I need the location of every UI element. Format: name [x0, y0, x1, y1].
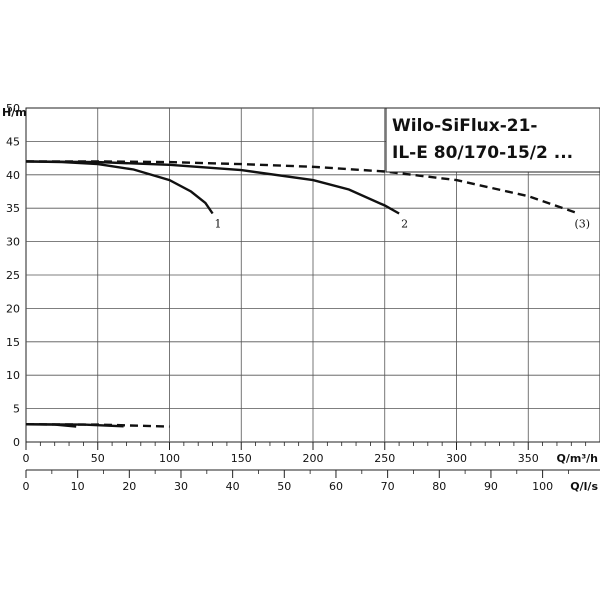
- x2-tick-label: 40: [226, 480, 240, 493]
- x-tick-label: 200: [303, 452, 324, 465]
- chart-title-line-1: Wilo-SiFlux-21-: [392, 116, 538, 136]
- y-tick-label: 50: [6, 102, 20, 115]
- title-box: [385, 107, 600, 173]
- y-tick-label: 35: [6, 202, 20, 215]
- x-tick-label: 250: [374, 452, 395, 465]
- y-tick-label: 10: [6, 369, 20, 382]
- y-tick-label: 15: [6, 336, 20, 349]
- y-tick-label: 40: [6, 169, 20, 182]
- x2-tick-label: 30: [174, 480, 188, 493]
- y-tick-label: 20: [6, 302, 20, 315]
- curve-label: 2: [401, 218, 408, 231]
- x2-tick-label: 100: [532, 480, 553, 493]
- curve-1: [25, 160, 214, 215]
- y-tick-label: 30: [6, 236, 20, 249]
- x-axis-label: Q/m³/h: [557, 452, 599, 465]
- x-tick-label: 150: [231, 452, 252, 465]
- y-tick-label: 5: [13, 403, 20, 416]
- y-tick-labels: 0 5 10 15 20 25 30 35 40 45 50: [6, 102, 20, 449]
- y-tick-label: 0: [13, 436, 20, 449]
- x2-tick-label: 80: [432, 480, 446, 493]
- curve-labels: 1 2 (3): [215, 218, 591, 231]
- x2-tick-label: 20: [122, 480, 136, 493]
- curve-label: 1: [215, 218, 222, 231]
- chart-title-line-2: IL-E 80/170-15/2 ...: [392, 143, 573, 163]
- x2-tick-label: 0: [23, 480, 30, 493]
- x2-tick-label: 50: [277, 480, 291, 493]
- x-tick-label: 0: [23, 452, 30, 465]
- curve-low-5: [25, 423, 170, 428]
- x2-tick-label: 10: [71, 480, 85, 493]
- x2-axis-label: Q/l/s: [570, 480, 598, 493]
- x-tick-label: 300: [446, 452, 467, 465]
- y-tick-label: 45: [6, 135, 20, 148]
- x-tick-label: 100: [159, 452, 180, 465]
- x-tick-labels: 0 50 100 150 200 250 300 350: [23, 452, 539, 465]
- x2-tick-labels: 0 10 20 30 40 50 60 70 80 90 100: [23, 480, 554, 493]
- curves: [25, 160, 579, 428]
- x2-tick-label: 60: [329, 480, 343, 493]
- y-axis-label: H/m: [2, 106, 27, 119]
- x-tick-label: 350: [518, 452, 539, 465]
- curve-label: (3): [574, 218, 590, 231]
- curve-3: [26, 160, 579, 215]
- x-tick-label: 50: [91, 452, 105, 465]
- y-tick-label: 25: [6, 269, 20, 282]
- x2-tick-label: 90: [484, 480, 498, 493]
- x2-tick-label: 70: [381, 480, 395, 493]
